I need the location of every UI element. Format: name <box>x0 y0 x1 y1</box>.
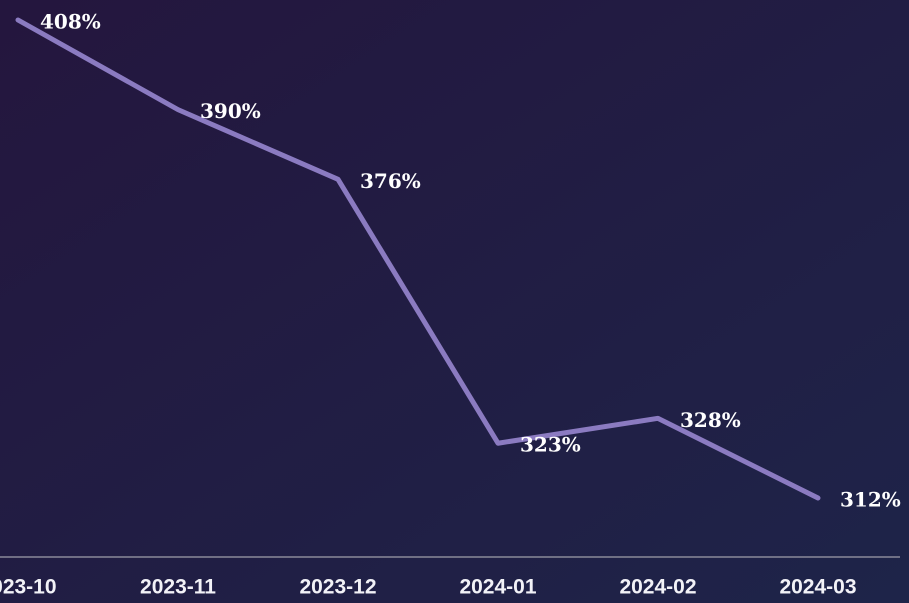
data-label: 328% <box>680 408 741 432</box>
x-tick-label: 2024-01 <box>459 576 536 599</box>
data-label: 408% <box>40 10 101 34</box>
x-tick-label: 2023-10 <box>0 576 57 599</box>
x-tick-label: 2023-12 <box>299 576 376 599</box>
line <box>15 17 821 501</box>
data-label: 390% <box>200 99 261 123</box>
data-label: 376% <box>360 169 421 193</box>
x-tick-label: 2024-02 <box>619 576 696 599</box>
x-tick-label: 2024-03 <box>779 576 856 599</box>
data-label: 323% <box>520 433 581 457</box>
x-tick-label: 2023-11 <box>140 576 216 599</box>
data-label: 312% <box>840 488 901 512</box>
